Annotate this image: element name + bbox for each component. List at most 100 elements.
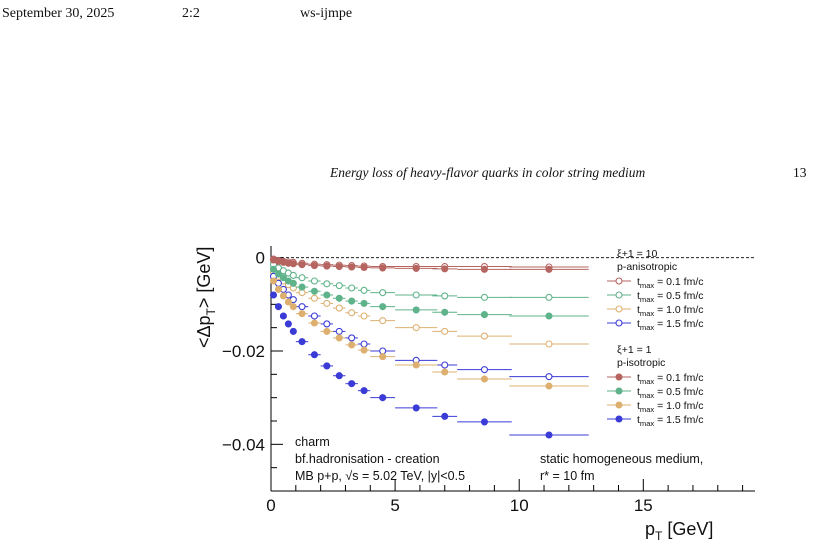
data-point bbox=[274, 270, 282, 278]
header-date: September 30, 2025 bbox=[2, 6, 115, 21]
data-point bbox=[545, 431, 553, 439]
data-point bbox=[480, 265, 489, 273]
legend-marker bbox=[615, 305, 623, 313]
data-point bbox=[323, 299, 331, 307]
legend-marker bbox=[615, 387, 623, 395]
running-head-page-number: 13 bbox=[793, 165, 807, 180]
x-tick-label: 5 bbox=[390, 496, 399, 515]
series-2 bbox=[269, 268, 589, 348]
data-point bbox=[348, 380, 356, 388]
legend-entry-label: tmax = 1.0 fm/c bbox=[637, 400, 704, 414]
data-point bbox=[298, 261, 306, 269]
annotation-left-line: bf.hadronisation - creation bbox=[295, 452, 440, 466]
y-tick-label: 0 bbox=[256, 249, 265, 268]
data-point bbox=[545, 312, 553, 320]
data-point bbox=[335, 304, 343, 312]
data-point bbox=[348, 334, 356, 342]
header-journal: ws-ijmpe bbox=[300, 6, 353, 21]
legend-group-subtitle: p-anisotropic bbox=[617, 261, 677, 273]
data-point bbox=[379, 303, 387, 311]
x-tick-label: 15 bbox=[634, 496, 653, 515]
legend-marker bbox=[615, 373, 623, 381]
y-tick-label: −0.02 bbox=[222, 342, 265, 361]
data-point bbox=[298, 310, 306, 318]
data-point bbox=[310, 294, 318, 302]
data-point bbox=[412, 306, 420, 314]
data-point bbox=[545, 340, 553, 348]
data-point bbox=[335, 282, 343, 290]
data-point bbox=[360, 286, 368, 294]
data-point bbox=[335, 294, 343, 302]
data-point bbox=[441, 361, 449, 369]
legend-entry-label: tmax = 1.5 fm/c bbox=[637, 414, 704, 428]
series-6 bbox=[269, 277, 589, 390]
legend-entry-label: tmax = 0.1 fm/c bbox=[637, 276, 704, 290]
data-point bbox=[441, 327, 449, 335]
data-point bbox=[310, 277, 318, 285]
header-time: 2:2 bbox=[182, 6, 200, 21]
data-point bbox=[284, 298, 292, 306]
series-3 bbox=[269, 272, 589, 381]
legend-group-subtitle: p-isotropic bbox=[617, 357, 665, 369]
data-point bbox=[348, 309, 356, 317]
data-point bbox=[289, 271, 297, 279]
data-point bbox=[335, 372, 343, 380]
data-point bbox=[289, 327, 297, 335]
data-point bbox=[412, 291, 420, 299]
series-4 bbox=[269, 256, 589, 273]
data-point bbox=[379, 394, 387, 402]
y-axis-label: <ΔpT> [GeV] bbox=[194, 247, 218, 348]
data-point bbox=[412, 361, 420, 369]
data-point bbox=[269, 277, 278, 285]
data-point bbox=[279, 274, 287, 282]
data-point bbox=[298, 274, 306, 282]
x-axis-label: pT [GeV] bbox=[645, 519, 713, 543]
data-point bbox=[379, 317, 387, 325]
data-point bbox=[360, 340, 368, 348]
data-point bbox=[298, 303, 306, 311]
data-point bbox=[298, 338, 306, 346]
data-point bbox=[480, 418, 489, 426]
data-point bbox=[480, 293, 489, 301]
x-tick-label: 10 bbox=[510, 496, 529, 515]
data-point bbox=[545, 382, 553, 390]
data-point bbox=[360, 387, 368, 395]
data-point bbox=[379, 353, 387, 361]
data-point bbox=[323, 291, 331, 299]
data-point bbox=[441, 292, 449, 300]
series-7 bbox=[269, 291, 589, 439]
data-point bbox=[379, 264, 387, 272]
annotation-right-line: static homogeneous medium, bbox=[540, 452, 703, 466]
legend-group-title: ξ+1 = 10 bbox=[617, 248, 657, 260]
data-point bbox=[289, 279, 297, 287]
data-point bbox=[323, 280, 331, 288]
data-point bbox=[323, 262, 331, 270]
series-5 bbox=[269, 265, 589, 320]
legend-group-title: ξ+1 = 1 bbox=[617, 344, 652, 356]
legend-marker bbox=[615, 277, 623, 285]
data-point bbox=[335, 262, 343, 271]
data-point bbox=[289, 303, 297, 311]
data-point bbox=[310, 312, 318, 320]
data-point bbox=[412, 404, 420, 412]
data-point bbox=[310, 287, 318, 295]
data-point bbox=[545, 293, 553, 301]
data-point bbox=[274, 285, 282, 293]
legend-entry-label: tmax = 1.5 fm/c bbox=[637, 318, 704, 332]
data-point bbox=[279, 312, 287, 320]
data-point bbox=[360, 346, 368, 354]
data-point bbox=[348, 297, 356, 305]
data-point bbox=[441, 368, 449, 376]
legend-entry-label: tmax = 0.5 fm/c bbox=[637, 386, 704, 400]
data-point bbox=[310, 351, 318, 359]
legend-entry-label: tmax = 1.0 fm/c bbox=[637, 304, 704, 318]
legend-marker bbox=[615, 415, 623, 423]
series-1 bbox=[269, 261, 589, 301]
legend-marker bbox=[615, 319, 623, 327]
running-head-title: Energy loss of heavy-flavor quarks in co… bbox=[330, 165, 646, 180]
annotation-left-line: MB p+p, √s = 5.02 TeV, |y|<0.5 bbox=[295, 469, 465, 483]
data-point bbox=[269, 291, 278, 299]
y-tick-label: −0.04 bbox=[222, 435, 265, 454]
data-point bbox=[348, 341, 356, 349]
